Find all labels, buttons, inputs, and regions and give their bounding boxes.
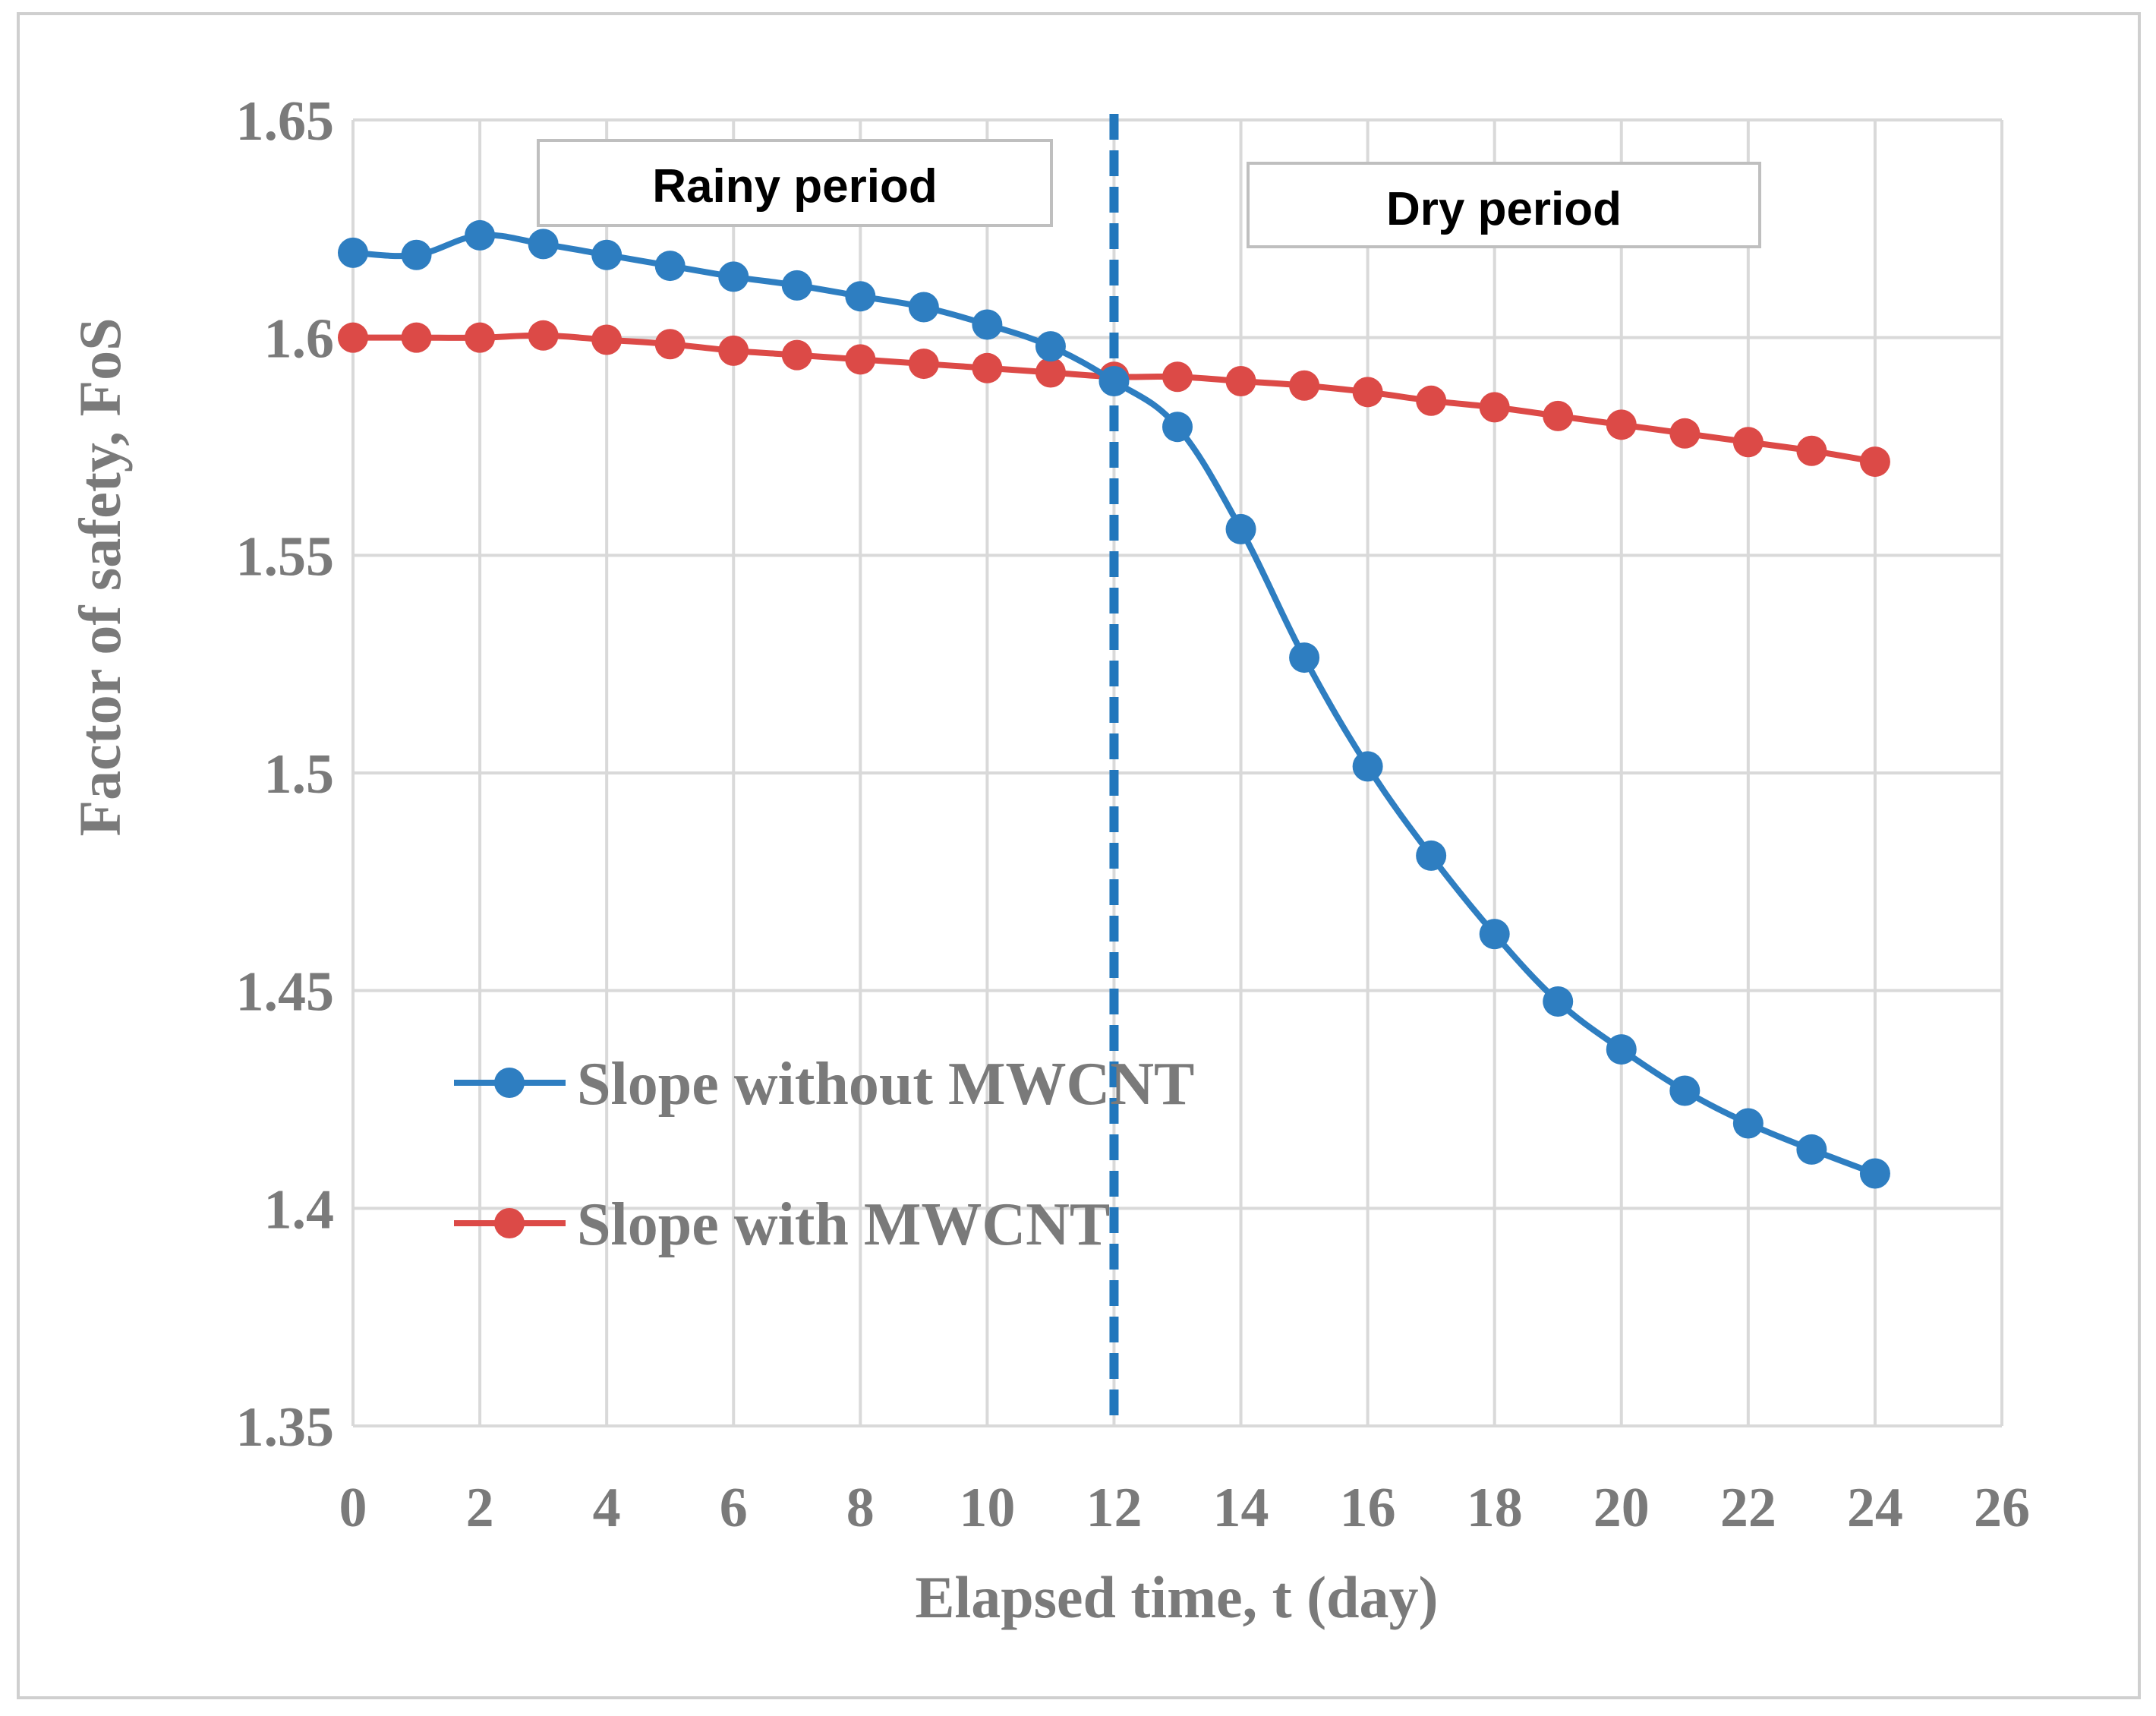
data-point-slope-with-mwcnt — [465, 322, 496, 353]
y-tick-label: 1.55 — [236, 525, 335, 588]
y-tick-label: 1.6 — [264, 308, 335, 371]
data-point-slope-with-mwcnt — [1352, 377, 1383, 408]
data-point-slope-without-mwcnt — [718, 261, 749, 292]
data-point-slope-with-mwcnt — [654, 329, 686, 360]
x-tick-label: 12 — [1086, 1477, 1142, 1539]
data-point-slope-without-mwcnt — [1289, 642, 1320, 673]
data-point-slope-without-mwcnt — [1352, 751, 1383, 782]
y-tick-label: 1.65 — [236, 90, 335, 153]
x-tick-label: 8 — [846, 1477, 875, 1539]
data-point-slope-with-mwcnt — [1859, 446, 1890, 478]
data-point-slope-with-mwcnt — [1606, 409, 1637, 440]
x-tick-label: 24 — [1847, 1477, 1903, 1539]
x-tick-label: 6 — [720, 1477, 748, 1539]
data-point-slope-with-mwcnt — [1796, 435, 1827, 466]
data-point-slope-without-mwcnt — [591, 239, 623, 270]
x-tick-label: 4 — [593, 1477, 621, 1539]
x-tick-label: 14 — [1213, 1477, 1269, 1539]
data-point-slope-without-mwcnt — [1606, 1034, 1637, 1065]
data-point-slope-without-mwcnt — [908, 292, 939, 323]
data-point-slope-with-mwcnt — [1732, 427, 1764, 458]
x-axis-title: Elapsed time, t (day) — [916, 1564, 1439, 1630]
annotations: Rainy period Dry period — [537, 139, 1761, 248]
legend: Slope without MWCNT Slope with MWCNT — [454, 1051, 1194, 1258]
data-point-slope-without-mwcnt — [1225, 513, 1256, 544]
data-point-slope-with-mwcnt — [1162, 361, 1193, 393]
y-tick-label: 1.5 — [264, 743, 335, 806]
y-tick-label: 1.45 — [236, 961, 335, 1024]
data-point-slope-with-mwcnt — [845, 344, 876, 375]
data-point-slope-without-mwcnt — [1162, 412, 1193, 443]
x-tick-label: 26 — [1974, 1477, 2030, 1539]
axes: 1.351.41.451.51.551.61.650 2 4 6 8 10 12 14 16 18… — [236, 90, 2031, 1539]
x-tick-label: 2 — [466, 1477, 494, 1539]
annotation-label-rainy-period: Rainy period — [652, 160, 938, 213]
data-point-slope-with-mwcnt — [1479, 392, 1510, 423]
data-point-slope-without-mwcnt — [401, 239, 432, 270]
data-point-slope-without-mwcnt — [528, 229, 559, 260]
y-tick-label: 1.35 — [236, 1396, 335, 1459]
y-axis-title: Factor of safety, FoS — [67, 317, 133, 836]
data-point-slope-with-mwcnt — [401, 322, 432, 353]
data-point-slope-without-mwcnt — [1732, 1108, 1764, 1139]
legend-marker-slope-with-mwcnt — [494, 1208, 525, 1238]
legend-marker-slope-without-mwcnt — [494, 1068, 525, 1098]
data-point-slope-with-mwcnt — [1669, 418, 1701, 449]
data-point-slope-with-mwcnt — [591, 324, 623, 355]
data-point-slope-without-mwcnt — [1416, 840, 1447, 871]
x-tick-label: 0 — [339, 1477, 367, 1539]
data-point-slope-with-mwcnt — [1416, 385, 1447, 416]
data-point-slope-without-mwcnt — [781, 270, 812, 301]
data-point-slope-without-mwcnt — [845, 281, 876, 312]
outer-frame — [17, 12, 2141, 1699]
data-point-slope-with-mwcnt — [908, 349, 939, 380]
data-point-slope-without-mwcnt — [1098, 366, 1130, 396]
data-point-slope-with-mwcnt — [528, 320, 559, 351]
data-point-slope-without-mwcnt — [1669, 1075, 1701, 1106]
data-point-slope-with-mwcnt — [1035, 357, 1066, 388]
data-point-slope-without-mwcnt — [1479, 919, 1510, 950]
data-point-slope-with-mwcnt — [1543, 400, 1574, 431]
data-point-slope-without-mwcnt — [1035, 331, 1066, 362]
x-tick-label: 10 — [959, 1477, 1015, 1539]
x-tick-label: 18 — [1467, 1477, 1523, 1539]
annotation-box-rainy-period — [537, 139, 1053, 227]
x-tick-label: 20 — [1593, 1477, 1650, 1539]
y-tick-label: 1.4 — [264, 1178, 335, 1241]
legend-label-slope-with-mwcnt: Slope with MWCNT — [577, 1191, 1110, 1258]
data-point-slope-without-mwcnt — [1796, 1134, 1827, 1165]
x-tick-label: 16 — [1340, 1477, 1396, 1539]
x-tick-label: 22 — [1720, 1477, 1776, 1539]
data-point-slope-without-mwcnt — [654, 251, 686, 282]
data-point-slope-with-mwcnt — [338, 322, 368, 353]
data-point-slope-with-mwcnt — [781, 339, 812, 371]
data-point-slope-with-mwcnt — [1225, 366, 1256, 396]
data-point-slope-without-mwcnt — [338, 237, 368, 268]
data-point-slope-without-mwcnt — [972, 309, 1003, 340]
data-point-slope-with-mwcnt — [1289, 370, 1320, 401]
data-point-slope-with-mwcnt — [718, 335, 749, 366]
annotation-box-dry-period — [1247, 162, 1761, 248]
legend-label-slope-without-mwcnt: Slope without MWCNT — [577, 1051, 1194, 1118]
data-point-slope-with-mwcnt — [972, 352, 1003, 383]
data-point-slope-without-mwcnt — [1543, 986, 1574, 1017]
series — [338, 219, 1890, 1189]
annotation-label-dry-period: Dry period — [1386, 183, 1622, 235]
data-point-slope-without-mwcnt — [1859, 1158, 1890, 1189]
data-point-slope-without-mwcnt — [465, 219, 496, 251]
